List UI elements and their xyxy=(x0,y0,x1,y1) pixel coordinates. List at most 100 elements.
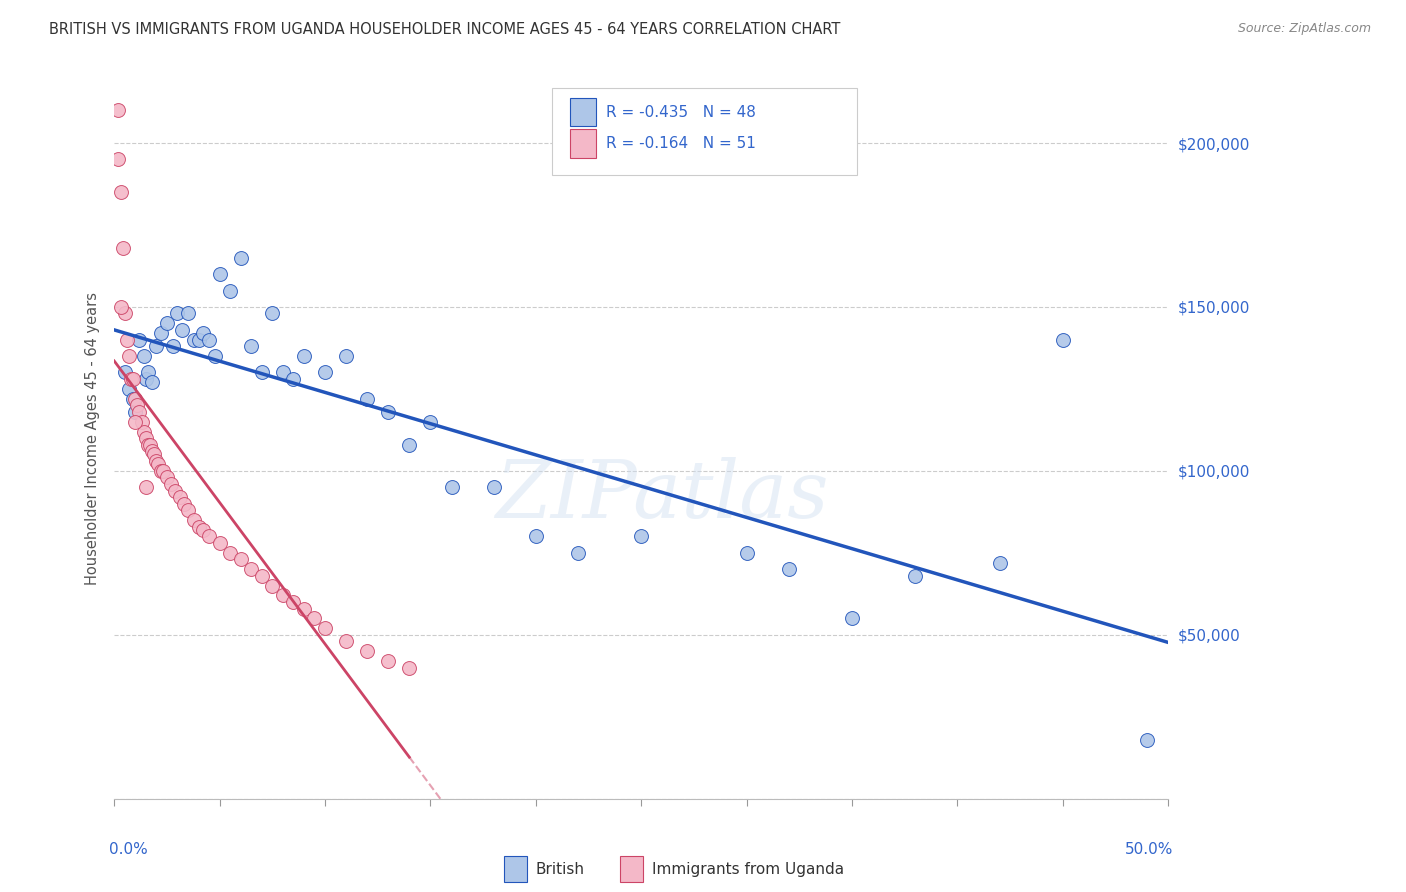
Point xyxy=(191,523,214,537)
FancyBboxPatch shape xyxy=(569,129,596,158)
Point xyxy=(335,634,357,648)
Point xyxy=(208,536,231,550)
Point xyxy=(630,529,652,543)
Point xyxy=(166,306,188,320)
Point xyxy=(132,425,155,439)
Point xyxy=(335,349,357,363)
Point xyxy=(120,372,142,386)
Point xyxy=(107,103,129,118)
Point xyxy=(173,497,195,511)
Point xyxy=(250,568,273,582)
Point xyxy=(314,621,336,635)
Point xyxy=(271,366,294,380)
Point xyxy=(124,392,146,406)
Point xyxy=(141,376,163,390)
Point xyxy=(156,316,179,330)
Point xyxy=(229,251,252,265)
Point xyxy=(118,382,141,396)
Point xyxy=(1136,732,1159,747)
Text: R = -0.435   N = 48: R = -0.435 N = 48 xyxy=(606,104,756,120)
Text: BRITISH VS IMMIGRANTS FROM UGANDA HOUSEHOLDER INCOME AGES 45 - 64 YEARS CORRELAT: BRITISH VS IMMIGRANTS FROM UGANDA HOUSEH… xyxy=(49,22,841,37)
Point xyxy=(124,405,146,419)
Point xyxy=(124,415,146,429)
Point xyxy=(419,415,441,429)
Point xyxy=(283,372,305,386)
Point xyxy=(283,595,305,609)
Point xyxy=(240,339,263,353)
Point xyxy=(135,372,157,386)
Point xyxy=(122,392,145,406)
Point xyxy=(160,477,183,491)
Point xyxy=(162,339,184,353)
Text: British: British xyxy=(536,862,585,877)
Point xyxy=(187,333,209,347)
Point xyxy=(841,611,863,625)
Point xyxy=(148,458,170,472)
Point xyxy=(262,306,284,320)
Point xyxy=(183,333,205,347)
Point xyxy=(122,372,145,386)
FancyBboxPatch shape xyxy=(505,856,527,881)
Point xyxy=(356,644,378,658)
Point xyxy=(1052,333,1074,347)
FancyBboxPatch shape xyxy=(551,88,858,175)
Point xyxy=(141,444,163,458)
Point xyxy=(219,546,242,560)
Point xyxy=(145,339,167,353)
Point xyxy=(262,578,284,592)
Point xyxy=(114,366,136,380)
Point xyxy=(304,611,326,625)
Point xyxy=(135,431,157,445)
Point xyxy=(292,601,315,615)
Point xyxy=(292,349,315,363)
Point xyxy=(145,454,167,468)
Point xyxy=(204,349,226,363)
Point xyxy=(115,333,138,347)
Point xyxy=(250,366,273,380)
Point xyxy=(314,366,336,380)
Point xyxy=(177,306,200,320)
Point xyxy=(183,513,205,527)
Text: Immigrants from Uganda: Immigrants from Uganda xyxy=(652,862,844,877)
Point xyxy=(778,562,800,576)
Point xyxy=(198,333,221,347)
Point xyxy=(170,323,193,337)
Point xyxy=(110,300,132,314)
Point xyxy=(149,464,172,478)
Point xyxy=(107,153,129,167)
Point xyxy=(482,480,505,494)
Point xyxy=(229,552,252,566)
Point xyxy=(398,660,420,674)
Point xyxy=(136,437,159,451)
Point xyxy=(128,333,150,347)
Point xyxy=(524,529,547,543)
Point xyxy=(208,267,231,281)
Point xyxy=(139,437,162,451)
Point xyxy=(132,349,155,363)
Point xyxy=(152,464,174,478)
Text: 50.0%: 50.0% xyxy=(1125,842,1174,857)
FancyBboxPatch shape xyxy=(620,856,644,881)
Text: R = -0.164   N = 51: R = -0.164 N = 51 xyxy=(606,136,756,152)
Point xyxy=(143,447,166,461)
Point xyxy=(356,392,378,406)
Point xyxy=(127,398,149,412)
Point xyxy=(198,529,221,543)
Text: 0.0%: 0.0% xyxy=(108,842,148,857)
Text: Source: ZipAtlas.com: Source: ZipAtlas.com xyxy=(1237,22,1371,36)
Point xyxy=(440,480,463,494)
Point xyxy=(165,483,187,498)
FancyBboxPatch shape xyxy=(569,97,596,127)
Point xyxy=(131,415,153,429)
Point xyxy=(240,562,263,576)
Point xyxy=(398,437,420,451)
Point xyxy=(135,480,157,494)
Point xyxy=(567,546,589,560)
Point xyxy=(988,556,1011,570)
Point xyxy=(114,306,136,320)
Text: ZIPatlas: ZIPatlas xyxy=(495,457,830,534)
Point xyxy=(187,519,209,533)
Point xyxy=(219,284,242,298)
Point xyxy=(904,568,927,582)
Point xyxy=(191,326,214,340)
